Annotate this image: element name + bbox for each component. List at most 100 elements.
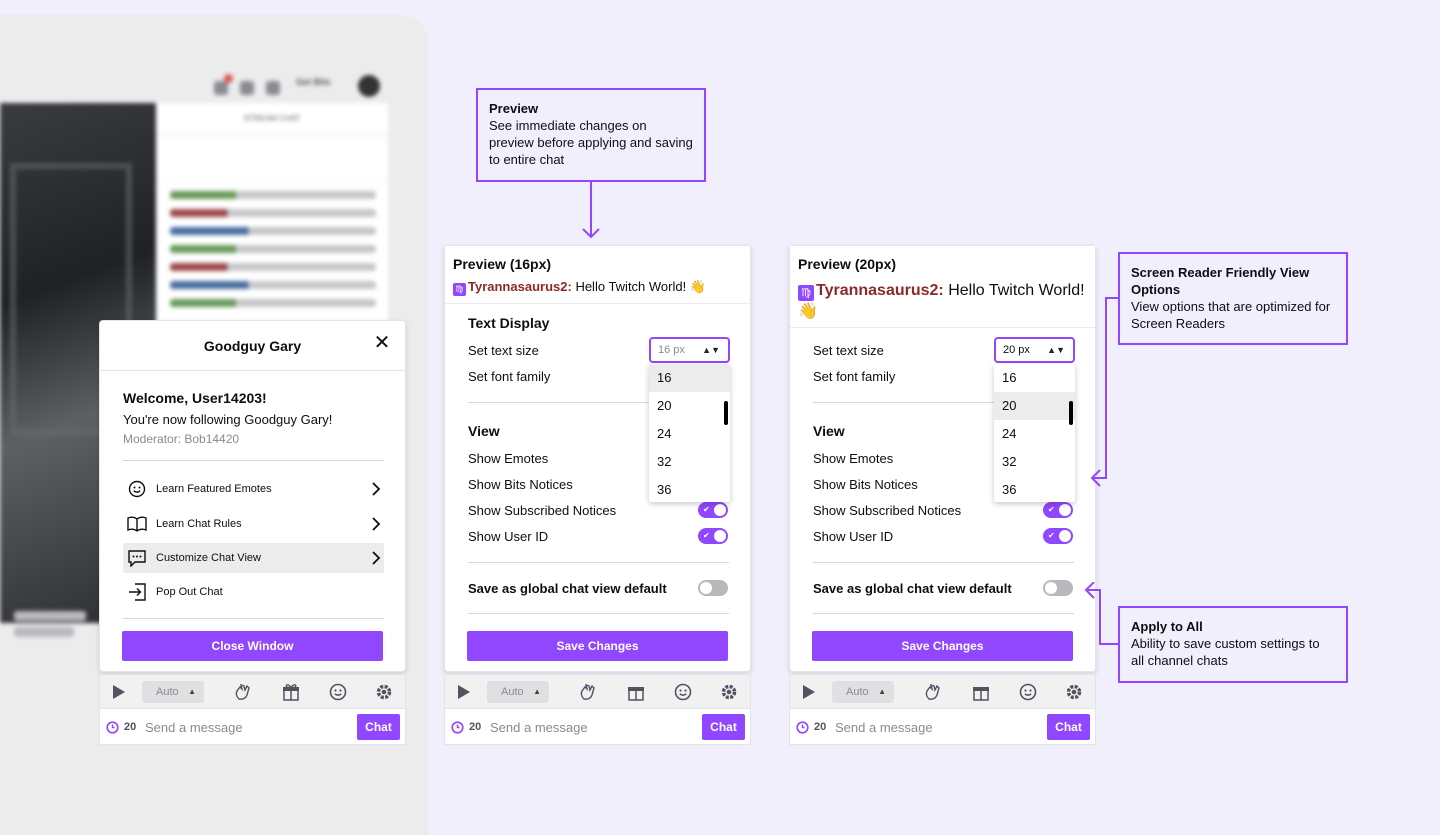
play-icon[interactable] — [454, 682, 474, 702]
menu-item-customize-chat-view[interactable]: Customize Chat View — [123, 543, 384, 573]
show-user-id-label: Show User ID — [468, 529, 549, 544]
gift-icon[interactable] — [281, 682, 301, 702]
menu-item-label: Learn Chat Rules — [156, 518, 242, 530]
divider — [123, 460, 384, 461]
preview-header: Preview (16px) ♍ Tyrannasaurus2: Hello Tw… — [445, 246, 750, 304]
hype-train-bar — [156, 135, 388, 181]
show-emotes-label: Show Emotes — [468, 451, 549, 466]
subscriber-badge-icon: ♍ — [453, 283, 466, 296]
send-message-bar: 20 Send a message Chat — [444, 708, 751, 745]
menu-item-pop-out-chat[interactable]: Pop Out Chat — [123, 577, 384, 607]
text-size-select[interactable]: 16 px ▲▼ — [649, 337, 730, 363]
chat-send-button[interactable]: Chat — [357, 714, 400, 740]
dropdown-option[interactable]: 16 — [649, 364, 730, 392]
chat-input[interactable]: Send a message — [490, 720, 588, 735]
settings-icon[interactable] — [374, 682, 394, 702]
dropdown-option[interactable]: 20 — [657, 398, 672, 413]
close-icon[interactable]: ✕ — [373, 332, 391, 354]
slow-mode-count: 20 — [469, 721, 482, 733]
preview-username: Tyrannasaurus2 — [816, 282, 939, 299]
divider — [123, 618, 384, 619]
save-global-label: Save as global chat view default — [813, 581, 1012, 596]
divider — [468, 562, 729, 563]
dropdown-option[interactable]: 32 — [1002, 454, 1017, 469]
show-user-id-toggle[interactable]: ✔ — [1043, 528, 1073, 544]
preview-message: ♍ Tyrannasaurus2: Hello Twitch World! 👋 — [453, 279, 740, 296]
save-changes-button[interactable]: Save Changes — [467, 631, 728, 661]
section-view: View — [468, 423, 500, 439]
emote-icon[interactable] — [673, 682, 693, 702]
preview-panel-16px: Preview (16px) ♍ Tyrannasaurus2: Hello Tw… — [444, 245, 751, 672]
dropdown-option[interactable]: 24 — [657, 426, 672, 441]
play-icon[interactable] — [109, 682, 129, 702]
preview-title: Preview (16px) — [453, 256, 552, 272]
show-user-id-label: Show User ID — [813, 529, 894, 544]
notifications-icon[interactable] — [214, 81, 228, 95]
wave-icon[interactable] — [923, 682, 943, 702]
show-bits-label: Show Bits Notices — [813, 477, 918, 492]
emote-icon[interactable] — [1018, 682, 1038, 702]
user-card-header: Goodguy Gary ✕ — [100, 321, 405, 371]
avatar[interactable] — [358, 75, 380, 97]
show-subscribed-toggle[interactable]: ✔ — [698, 502, 728, 518]
book-icon — [127, 514, 147, 534]
send-message-bar: 20 Send a message Chat — [789, 708, 1096, 745]
dropdown-option[interactable]: 36 — [657, 482, 672, 497]
dropdown-scrollbar[interactable] — [724, 401, 728, 425]
send-message-bar: 20 Send a message Chat — [99, 708, 406, 745]
annotation-body: Ability to save custom settings to all c… — [1131, 636, 1320, 668]
wave-icon[interactable] — [578, 682, 598, 702]
chevron-right-icon — [368, 550, 384, 566]
inbox-icon[interactable] — [240, 81, 254, 95]
save-global-label: Save as global chat view default — [468, 581, 667, 596]
settings-icon[interactable] — [1064, 682, 1084, 702]
dropdown-option[interactable]: 32 — [657, 454, 672, 469]
chat-controls: Auto ▲ — [444, 674, 751, 709]
play-icon[interactable] — [799, 682, 819, 702]
dropdown-option[interactable]: 36 — [1002, 482, 1017, 497]
chevron-right-icon — [368, 481, 384, 497]
text-size-select[interactable]: 20 px ▲▼ — [994, 337, 1075, 363]
chat-send-button[interactable]: Chat — [1047, 714, 1090, 740]
chat-line — [170, 245, 376, 253]
top-nav-bar: Get Bits — [0, 73, 390, 105]
set-text-size-label: Set text size — [468, 343, 539, 358]
dropdown-option[interactable]: 20 — [994, 392, 1075, 420]
arrow-left-icon — [1090, 297, 1118, 487]
crown-icon[interactable] — [266, 81, 280, 95]
preview-panel-20px: Preview (20px) ♍ Tyrannasaurus2: Hello Tw… — [789, 245, 1096, 672]
chat-input[interactable]: Send a message — [145, 720, 243, 735]
quality-select[interactable]: Auto ▲ — [832, 681, 894, 703]
wave-icon[interactable] — [233, 682, 253, 702]
quality-select[interactable]: Auto ▲ — [487, 681, 549, 703]
quality-select[interactable]: Auto ▲ — [142, 681, 204, 703]
section-text-display: Text Display — [468, 315, 550, 331]
menu-item-learn-chat-rules[interactable]: Learn Chat Rules — [123, 509, 384, 539]
show-user-id-toggle[interactable]: ✔ — [698, 528, 728, 544]
chat-line — [170, 227, 376, 235]
chat-input[interactable]: Send a message — [835, 720, 933, 735]
dropdown-option[interactable]: 24 — [1002, 426, 1017, 441]
chat-send-button[interactable]: Chat — [702, 714, 745, 740]
menu-item-learn-featured-emotes[interactable]: Learn Featured Emotes — [123, 474, 384, 504]
text-size-dropdown: 16 20 24 32 36 — [994, 364, 1075, 502]
save-global-toggle[interactable] — [1043, 580, 1073, 596]
get-bits-button[interactable]: Get Bits — [296, 77, 331, 87]
dropdown-option[interactable]: 16 — [1002, 370, 1017, 385]
save-changes-button[interactable]: Save Changes — [812, 631, 1073, 661]
show-subscribed-label: Show Subscribed Notices — [813, 503, 962, 518]
gift-icon[interactable] — [626, 682, 646, 702]
moderator-text: Moderator: Bob14420 — [123, 432, 240, 446]
popout-icon — [127, 582, 147, 602]
save-global-toggle[interactable] — [698, 580, 728, 596]
gift-icon[interactable] — [971, 682, 991, 702]
emote-icon[interactable] — [328, 682, 348, 702]
show-subscribed-toggle[interactable]: ✔ — [1043, 502, 1073, 518]
settings-icon[interactable] — [719, 682, 739, 702]
section-view: View — [813, 423, 845, 439]
smiley-icon — [127, 479, 147, 499]
close-window-button[interactable]: Close Window — [122, 631, 383, 661]
notification-badge — [224, 74, 233, 83]
divider — [468, 402, 729, 403]
dropdown-scrollbar[interactable] — [1069, 401, 1073, 425]
